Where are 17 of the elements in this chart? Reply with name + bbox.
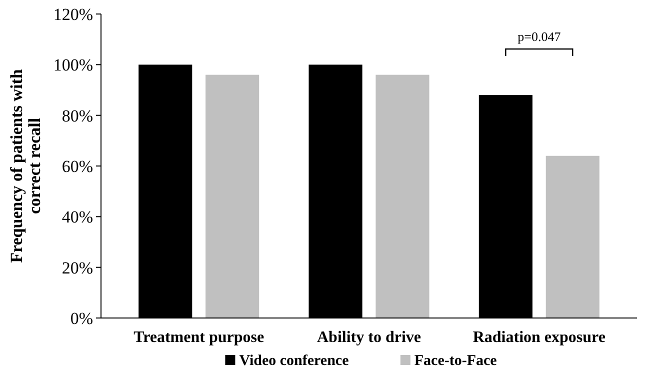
legend-label: Face-to-Face bbox=[414, 353, 498, 369]
legend-label: Video conference bbox=[239, 353, 350, 369]
y-tick-label: 80% bbox=[62, 106, 93, 126]
y-tick-label: 100% bbox=[53, 56, 93, 75]
y-tick-label: 120% bbox=[53, 4, 93, 24]
y-tick-label: 60% bbox=[62, 156, 93, 176]
y-axis-title: Frequency of patients with correct recall bbox=[7, 68, 44, 263]
bar bbox=[546, 156, 600, 318]
x-tick-label: Ability to drive bbox=[317, 329, 421, 346]
y-tick-label: 20% bbox=[62, 258, 93, 278]
x-tick-label: Radiation exposure bbox=[472, 329, 606, 346]
annotation: p=0.047 bbox=[518, 29, 562, 44]
y-tick-label: 40% bbox=[62, 208, 93, 227]
bar bbox=[376, 74, 430, 318]
y-tick-label: 0% bbox=[70, 308, 93, 328]
bar bbox=[206, 74, 260, 318]
x-tick-label: Treatment purpose bbox=[134, 329, 264, 346]
